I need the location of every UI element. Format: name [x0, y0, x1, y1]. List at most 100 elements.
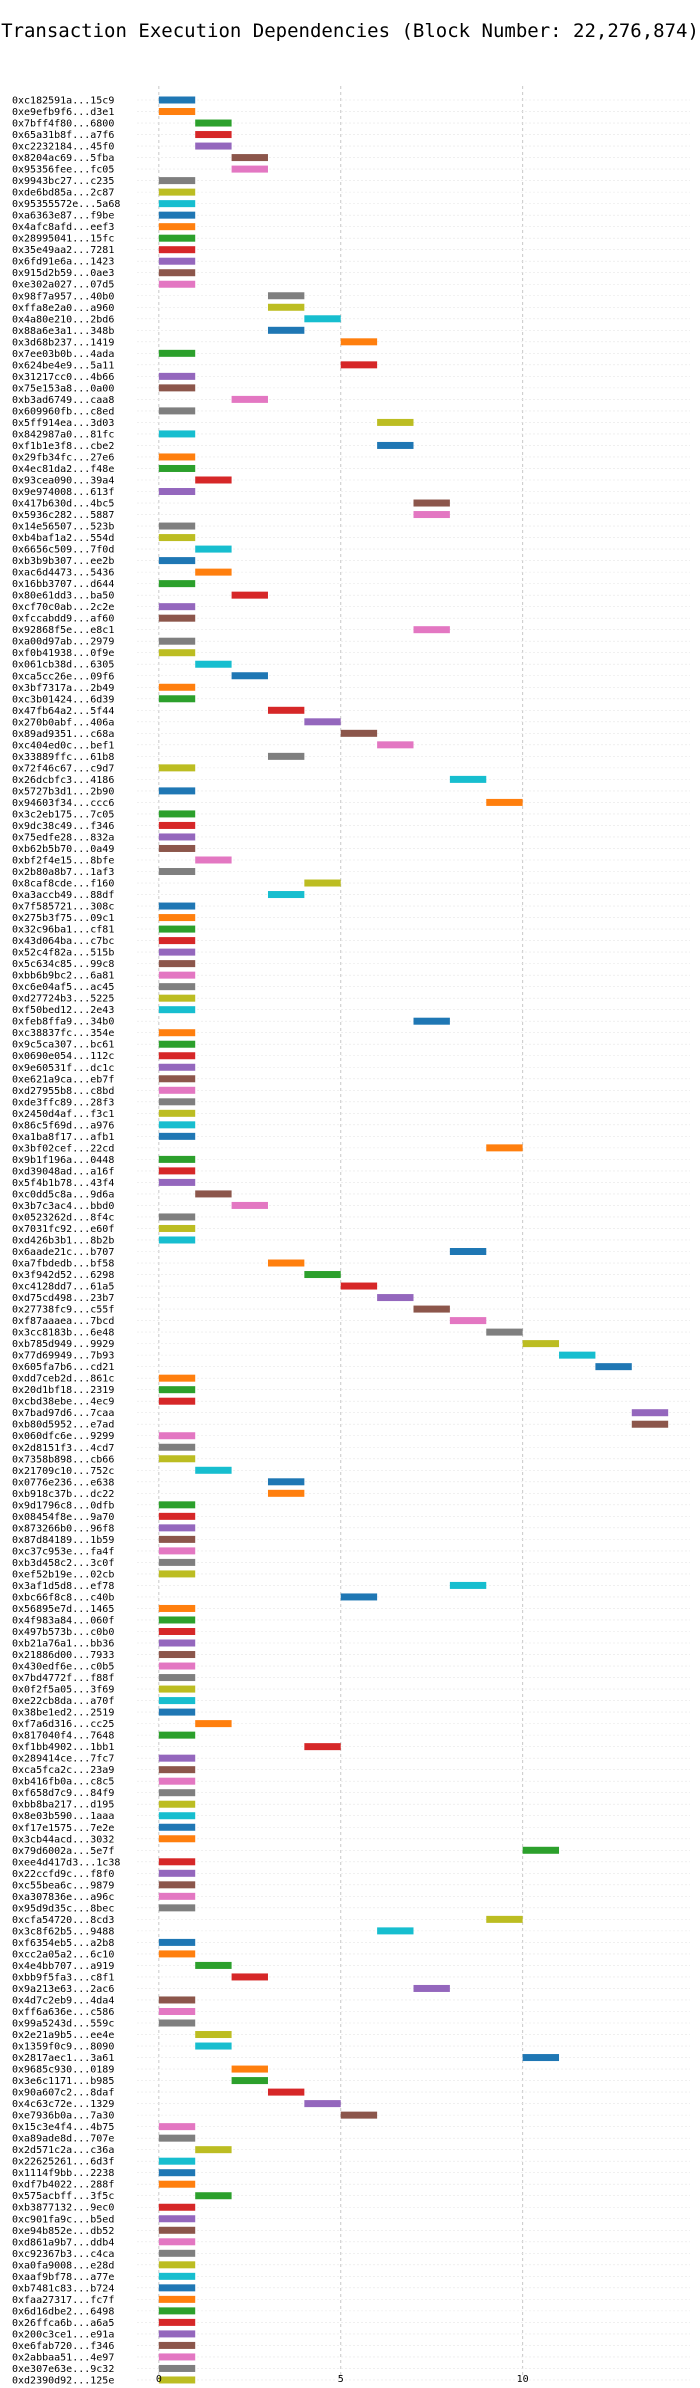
- y-tick-label: 0x605fa7b6...cd21: [12, 1362, 114, 1373]
- bar: [158, 1443, 196, 1451]
- y-tick-label: 0xf1b1e3f8...cbe2: [12, 441, 114, 452]
- bar: [158, 983, 196, 991]
- bar: [158, 1236, 196, 1244]
- bar: [267, 326, 305, 334]
- y-tick-label: 0xb21a76a1...bb36: [12, 1639, 114, 1650]
- bar: [340, 1593, 378, 1601]
- bar: [158, 2169, 196, 2177]
- bar: [231, 154, 268, 162]
- y-tick-label: 0x47fb64a2...5f44: [12, 706, 114, 717]
- bar: [449, 1317, 487, 1325]
- y-tick-label: 0x9685c930...0189: [12, 2065, 114, 2076]
- y-tick-label: 0x5ff914ea...3d03: [12, 418, 114, 429]
- y-tick-label: 0xc3b01424...6d39: [12, 694, 114, 705]
- bar: [486, 798, 523, 806]
- y-tick-label: 0x8204ac69...5fba: [12, 153, 114, 164]
- bar: [158, 1823, 196, 1831]
- bar: [158, 914, 196, 922]
- y-tick-label: 0x95d9d35c...8bec: [12, 1903, 114, 1914]
- bar: [158, 1052, 196, 1060]
- bar: [195, 142, 232, 150]
- bar: [158, 1501, 196, 1509]
- bar: [449, 1581, 487, 1589]
- bar: [158, 2341, 196, 2349]
- bar: [158, 1950, 196, 1958]
- bar: [158, 1835, 196, 1843]
- y-tick-label: 0x2abbaa51...4e97: [12, 2352, 114, 2363]
- y-tick-label: 0xb62b5b70...0a49: [12, 844, 114, 855]
- y-tick-label: 0x0776e236...e638: [12, 1477, 114, 1488]
- y-tick-label: 0xc37c953e...fa4f: [12, 1546, 114, 1557]
- bar: [158, 994, 196, 1002]
- y-tick-label: 0x3bf02cef...22cd: [12, 1143, 114, 1154]
- bar: [231, 1973, 268, 1981]
- y-tick-label: 0xdd7ceb2d...861c: [12, 1374, 114, 1385]
- bar: [158, 96, 196, 104]
- bar: [559, 1351, 596, 1359]
- bar: [158, 257, 196, 265]
- y-tick-label: 0xa1ba8f17...afb1: [12, 1132, 114, 1143]
- bar: [158, 453, 196, 461]
- bar: [340, 338, 378, 346]
- y-tick-label: 0x87d84189...1b59: [12, 1535, 114, 1546]
- y-tick-label: 0xc4128dd7...61a5: [12, 1282, 114, 1293]
- y-tick-label: 0x77d69949...7b93: [12, 1351, 114, 1362]
- y-tick-label: 0x15c3e4f4...4b75: [12, 2122, 114, 2133]
- y-tick-label: 0xb3ad6749...caa8: [12, 395, 114, 406]
- bar: [158, 960, 196, 968]
- bar: [158, 1697, 196, 1705]
- bar: [195, 1466, 232, 1474]
- bar: [158, 1109, 196, 1117]
- y-tick-label: 0xc55bea6c...9879: [12, 1880, 114, 1891]
- bar: [195, 660, 232, 668]
- y-tick-label: 0x2b80a8b7...1af3: [12, 867, 114, 878]
- bar: [377, 441, 414, 449]
- y-tick-label: 0x5936c282...5887: [12, 510, 114, 521]
- bar: [158, 1881, 196, 1889]
- y-tick-label: 0xc0dd5c8a...9d6a: [12, 1189, 114, 1200]
- y-tick-label: 0x270b0abf...406a: [12, 717, 114, 728]
- y-tick-label: 0x6fd91e6a...1423: [12, 257, 114, 268]
- bar: [413, 626, 450, 634]
- y-tick-label: 0x9943bc27...c235: [12, 176, 114, 187]
- bar: [158, 464, 196, 472]
- y-tick-label: 0x7ee03b0b...4ada: [12, 349, 114, 360]
- y-tick-label: 0xc404ed0c...bef1: [12, 740, 114, 751]
- y-tick-label: 0xe22cb8da...a70f: [12, 1696, 114, 1707]
- bar: [158, 2238, 196, 2246]
- y-tick-label: 0x2817aec1...3a61: [12, 2053, 114, 2064]
- y-tick-label: 0x88a6e3a1...348b: [12, 326, 114, 337]
- bar: [158, 1121, 196, 1129]
- bar: [158, 246, 196, 254]
- bar: [631, 1420, 669, 1428]
- y-tick-label: 0x43d064ba...c7bc: [12, 936, 114, 947]
- bar: [158, 1132, 196, 1140]
- y-tick-label: 0xb3877132...9ec0: [12, 2203, 114, 2214]
- bar: [195, 131, 232, 139]
- y-tick-label: 0xa307836e...a96c: [12, 1892, 114, 1903]
- y-tick-label: 0x56895e7d...1465: [12, 1604, 114, 1615]
- bar: [158, 223, 196, 231]
- y-tick-label: 0x22625261...6d3f: [12, 2157, 114, 2168]
- y-tick-label: 0x200c3ce1...e91a: [12, 2329, 114, 2340]
- bar: [158, 2353, 196, 2361]
- bar: [158, 557, 196, 565]
- y-tick-label: 0x33889ffc...61b8: [12, 752, 114, 763]
- bar: [158, 234, 196, 242]
- bar: [158, 1213, 196, 1221]
- bar: [158, 1754, 196, 1762]
- bar: [231, 672, 268, 680]
- bar: [267, 706, 305, 714]
- bar: [267, 1478, 305, 1486]
- bar: [158, 1432, 196, 1440]
- bar: [158, 1063, 196, 1071]
- y-tick-label: 0x4ec81da2...f48e: [12, 464, 114, 475]
- y-tick-label: 0x9b1f196a...0448: [12, 1155, 114, 1166]
- bar: [304, 1743, 341, 1751]
- y-tick-label: 0xcf70c0ab...2c2e: [12, 602, 114, 613]
- y-tick-label: 0x7bd4772f...f88f: [12, 1673, 114, 1684]
- y-tick-label: 0xb3d458c2...3c0f: [12, 1558, 114, 1569]
- y-tick-label: 0xf658d7c9...84f9: [12, 1788, 114, 1799]
- bar: [158, 580, 196, 588]
